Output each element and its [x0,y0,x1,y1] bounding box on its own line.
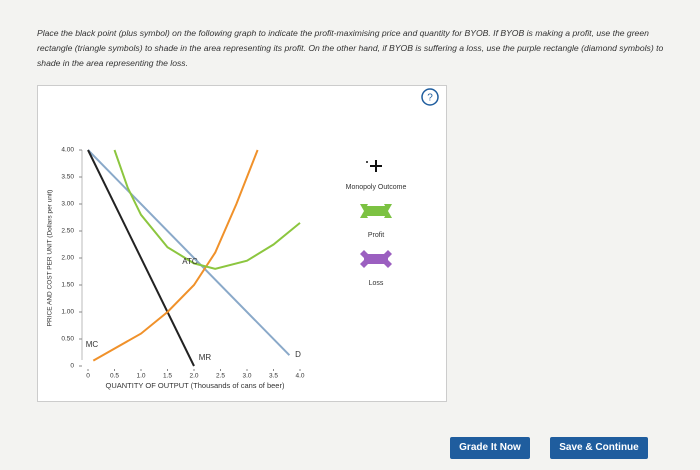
help-icon: ? [427,93,433,104]
y-tick-label: 2.00 [61,255,74,262]
x-axis-title: QUANTITY OF OUTPUT (Thousands of cans of… [106,381,285,390]
x-tick-label: 2.5 [216,373,225,380]
y-tick-label: 1.00 [61,309,74,316]
palette-label: Monopoly Outcome [346,184,407,191]
curve-label: D [295,350,301,359]
x-tick-label: 4.0 [295,373,304,380]
y-tick-label: 0.50 [61,336,74,343]
x-tick-label: 2.0 [189,373,198,380]
y-tick-label: 1.50 [61,282,74,289]
plus-tool[interactable] [366,160,382,172]
x-tick-label: 0 [86,373,90,380]
loss-tool[interactable] [360,250,392,268]
palette-label: Profit [368,232,384,239]
y-tick-label: 4.00 [61,147,74,154]
x-tick-label: 3.5 [269,373,278,380]
y-tick-label: 3.00 [61,201,74,208]
x-tick-label: 1.0 [136,373,145,380]
y-tick-label: 0 [70,363,74,370]
curve-label: MR [199,353,212,362]
curve [87,149,195,367]
y-tick-label: 2.50 [61,228,74,235]
profit-tool[interactable] [360,204,392,218]
curve-label: MC [86,340,99,349]
grade-button[interactable]: Grade It Now [450,437,530,459]
x-tick-label: 0.5 [110,373,119,380]
save-button[interactable]: Save & Continue [550,437,648,459]
y-axis-title: PRICE AND COST PER UNIT (Dollars per uni… [47,190,54,327]
palette-label: Loss [369,280,384,287]
x-tick-label: 1.5 [163,373,172,380]
curve [87,149,291,356]
curve [113,149,301,270]
y-tick-label: 3.50 [61,174,74,181]
x-tick-label: 3.0 [242,373,251,380]
instructions: Place the black point (plus symbol) on t… [37,28,664,68]
curve-label: ATC [182,257,198,266]
graph-panel [37,85,447,402]
curve [92,149,259,362]
help-button[interactable] [421,88,439,106]
